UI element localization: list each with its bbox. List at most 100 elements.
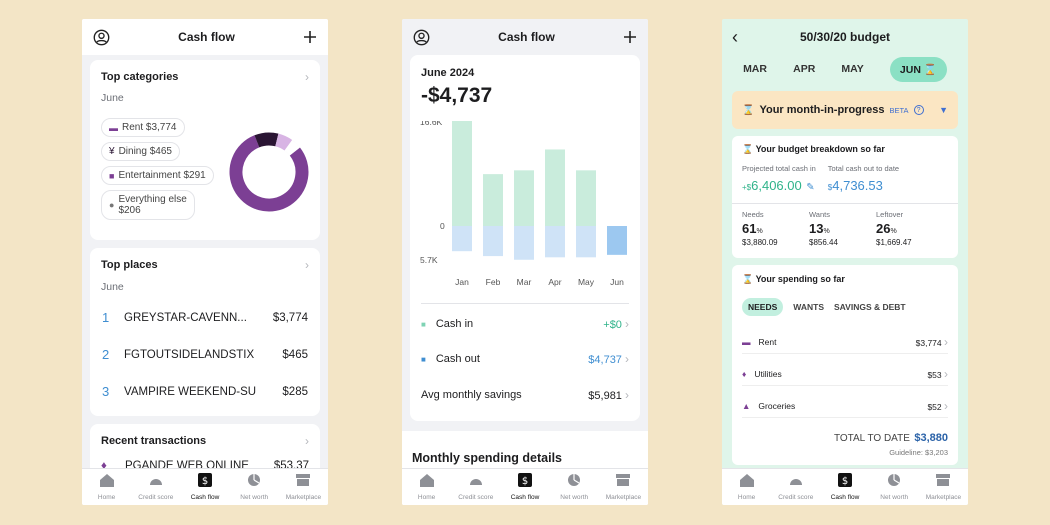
- card-title: Top places: [101, 259, 158, 271]
- top-categories-card[interactable]: Top categories › June ▬ Rent $3,774 ¥ Dinin…: [90, 60, 320, 240]
- y-tick-label: 5.7K: [420, 255, 438, 265]
- nav-home[interactable]: Home: [722, 469, 771, 505]
- chip-everything-else[interactable]: ● Everything else $206: [101, 190, 195, 220]
- tab-jun[interactable]: JUN ⌛: [889, 56, 947, 82]
- svg-text:$: $: [522, 476, 528, 487]
- month-label: June: [101, 92, 124, 104]
- chevron-right-icon: ›: [944, 398, 948, 413]
- donut-slice-rent: [229, 135, 309, 212]
- chevron-right-icon: ›: [625, 317, 629, 331]
- bottom-nav: Home Credit score $ Cash flow Net worth Marke…: [82, 468, 328, 505]
- x-tick-label: Jan: [455, 277, 469, 287]
- nav-net-worth[interactable]: Net worth: [550, 469, 599, 505]
- tab-apr[interactable]: APR: [793, 63, 816, 75]
- month-tabs: MAR APR MAY JUN ⌛: [722, 55, 968, 83]
- store-icon: [615, 473, 631, 492]
- fork-knife-icon: ¥: [109, 146, 115, 157]
- cash-in-row[interactable]: ■ Cash in +$0 ›: [421, 317, 629, 331]
- cash-out-row[interactable]: ■ Cash out $4,737 ›: [421, 352, 629, 366]
- wants-stat: Wants 13% $856.44: [809, 210, 838, 247]
- bar-cash-in-may[interactable]: [576, 170, 596, 226]
- nav-marketplace[interactable]: Marketplace: [279, 469, 328, 505]
- svg-text:$: $: [842, 476, 848, 487]
- hourglass-icon: ⌛: [742, 144, 754, 154]
- total-to-date: TOTAL TO DATE $3,880: [833, 432, 948, 444]
- caret-down-icon[interactable]: ▼: [939, 105, 948, 115]
- projected-cash-in: Projected total cash in +$6,406.00 ✎: [742, 164, 816, 193]
- spending-row-utilities[interactable]: ♦ Utilities $53 ›: [742, 362, 948, 386]
- spending-row-groceries[interactable]: ▲ Groceries $52 ›: [742, 394, 948, 418]
- chevron-right-icon: ›: [625, 388, 629, 402]
- month-label: June: [101, 281, 124, 293]
- nav-net-worth[interactable]: Net worth: [870, 469, 919, 505]
- add-icon[interactable]: [303, 30, 317, 44]
- back-icon[interactable]: ‹: [732, 26, 738, 47]
- page-title: 50/30/20 budget: [799, 30, 891, 44]
- help-icon[interactable]: ?: [913, 105, 924, 115]
- screen-cash-flow-chart: Cash flow June 2024 -$4,737 16.6K 0 5.7K Ja…: [402, 19, 648, 505]
- profile-icon[interactable]: [93, 29, 110, 46]
- spending-row-rent[interactable]: ▬ Rent $3,774 ›: [742, 330, 948, 354]
- place-row[interactable]: 3 VAMPIRE WEEKEND-SU $285: [102, 384, 308, 399]
- top-places-card[interactable]: Top places › June 1 GREYSTAR-CAVENN... $3,7…: [90, 248, 320, 416]
- store-icon: [935, 473, 951, 492]
- chevron-right-icon: ›: [305, 434, 309, 448]
- tab-mar[interactable]: MAR: [743, 63, 767, 75]
- dollar-icon: $: [198, 473, 212, 492]
- chevron-right-icon: ›: [305, 70, 309, 84]
- nav-credit-score[interactable]: Credit score: [131, 469, 180, 505]
- profile-icon[interactable]: [413, 29, 430, 46]
- month-in-progress-banner[interactable]: ⌛ Your month-in-progress BETA ? ▼: [732, 91, 958, 129]
- bar-cash-in-apr[interactable]: [545, 149, 565, 226]
- bar-cash-in-mar[interactable]: [514, 170, 534, 226]
- nav-marketplace[interactable]: Marketplace: [919, 469, 968, 505]
- donut-slice-everything-else: [284, 140, 300, 156]
- bar-cash-out-apr[interactable]: [545, 226, 565, 258]
- donut-slice-entertainment: [275, 133, 293, 151]
- tab-may[interactable]: MAY: [841, 63, 864, 75]
- x-tick-label: Jun: [610, 277, 624, 287]
- place-row[interactable]: 2 FGTOUTSIDELANDSTIX $465: [102, 347, 308, 362]
- nav-marketplace[interactable]: Marketplace: [599, 469, 648, 505]
- chip-rent[interactable]: ▬ Rent $3,774: [101, 118, 185, 137]
- bar-cash-in-jan[interactable]: [452, 121, 472, 226]
- chip-dining[interactable]: ¥ Dining $465: [101, 142, 180, 161]
- bar-cash-out-jan[interactable]: [452, 226, 472, 252]
- header: Cash flow: [82, 19, 328, 55]
- nav-home[interactable]: Home: [82, 469, 131, 505]
- chevron-right-icon: ›: [305, 258, 309, 272]
- green-square-icon: ■: [421, 320, 426, 329]
- tab-needs[interactable]: NEEDS: [742, 298, 784, 316]
- nav-home[interactable]: Home: [402, 469, 451, 505]
- basket-icon: ▲: [742, 400, 751, 411]
- beta-badge: BETA: [889, 105, 909, 115]
- tab-wants[interactable]: WANTS: [793, 302, 824, 312]
- pencil-icon[interactable]: ✎: [806, 182, 815, 193]
- gauge-icon: [148, 473, 164, 492]
- chip-entertainment[interactable]: ■ Entertainment $291: [101, 166, 214, 185]
- chevron-right-icon: ›: [944, 334, 948, 349]
- nav-cash-flow[interactable]: $ Cash flow: [180, 469, 229, 505]
- x-tick-label: Mar: [517, 277, 532, 287]
- gauge-icon: [468, 473, 484, 492]
- bar-cash-out-feb[interactable]: [483, 226, 503, 257]
- nav-credit-score[interactable]: Credit score: [771, 469, 820, 505]
- pie-icon: [567, 473, 581, 492]
- bar-cash-out-may[interactable]: [576, 226, 596, 258]
- chevron-right-icon: ›: [944, 366, 948, 381]
- gauge-icon: [788, 473, 804, 492]
- avg-savings-row[interactable]: Avg monthly savings $5,981 ›: [421, 388, 629, 402]
- place-row[interactable]: 1 GREYSTAR-CAVENN... $3,774: [102, 310, 308, 325]
- screen-budget: ‹ 50/30/20 budget MAR APR MAY JUN ⌛ ⌛ Yo…: [722, 19, 968, 505]
- bar-cash-out-mar[interactable]: [514, 226, 534, 260]
- nav-credit-score[interactable]: Credit score: [451, 469, 500, 505]
- tab-savings-debt[interactable]: SAVINGS & DEBT: [834, 302, 906, 312]
- nav-net-worth[interactable]: Net worth: [230, 469, 279, 505]
- nav-cash-flow[interactable]: $ Cash flow: [820, 469, 869, 505]
- bottom-nav: Home Credit score $ Cash flow Net worth Marke…: [402, 468, 648, 505]
- add-icon[interactable]: [623, 30, 637, 44]
- nav-cash-flow[interactable]: $ Cash flow: [500, 469, 549, 505]
- leftover-stat: Leftover 26% $1,669.47: [876, 210, 912, 247]
- bar-cash-out-jun[interactable]: [607, 226, 627, 255]
- bar-cash-in-feb[interactable]: [483, 174, 503, 226]
